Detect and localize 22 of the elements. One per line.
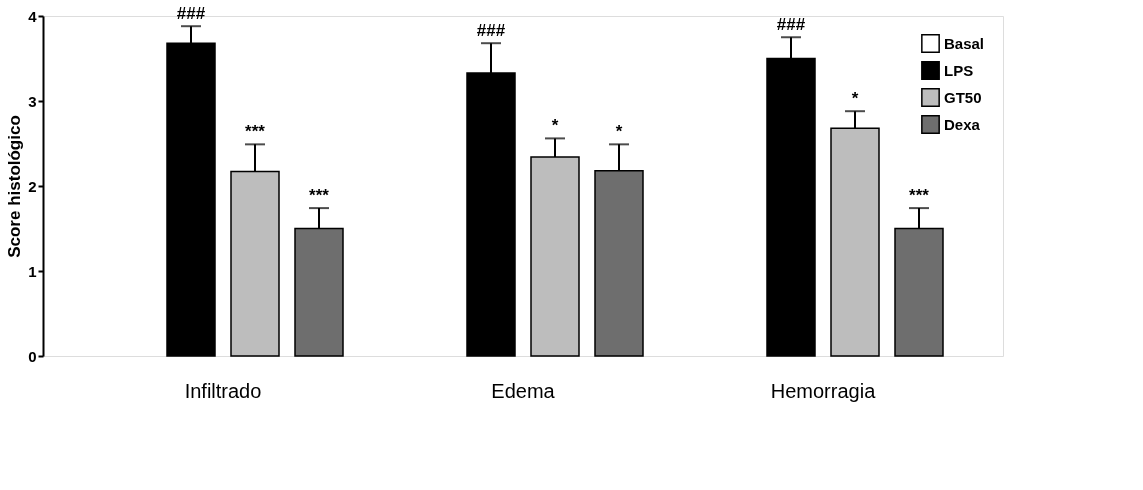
y-tick-label: 3 — [28, 92, 37, 110]
legend-label: LPS — [944, 61, 974, 79]
legend-label: Basal — [944, 34, 985, 52]
x-tick-label: Infiltrado — [184, 379, 262, 402]
annotation: * — [615, 122, 623, 142]
annotation: *** — [909, 186, 930, 206]
y-axis-title: Score histológico — [5, 115, 25, 258]
annotation: ### — [476, 21, 506, 41]
annotation: *** — [245, 122, 266, 142]
y-tick-label: 2 — [28, 177, 37, 195]
x-tick-label: Hemorragia — [770, 379, 877, 402]
annotation: * — [851, 89, 859, 109]
y-tick-label: 0 — [28, 347, 37, 365]
x-tick-label: Edema — [491, 379, 556, 402]
annotation: ### — [776, 15, 806, 35]
annotation: *** — [309, 186, 330, 206]
y-tick-label: 1 — [28, 262, 37, 280]
legend-label: Dexa — [944, 115, 981, 133]
annotation: ### — [176, 4, 206, 24]
legend-label: GT50 — [944, 88, 982, 106]
annotation: * — [551, 116, 559, 136]
y-tick-label: 4 — [28, 7, 38, 25]
